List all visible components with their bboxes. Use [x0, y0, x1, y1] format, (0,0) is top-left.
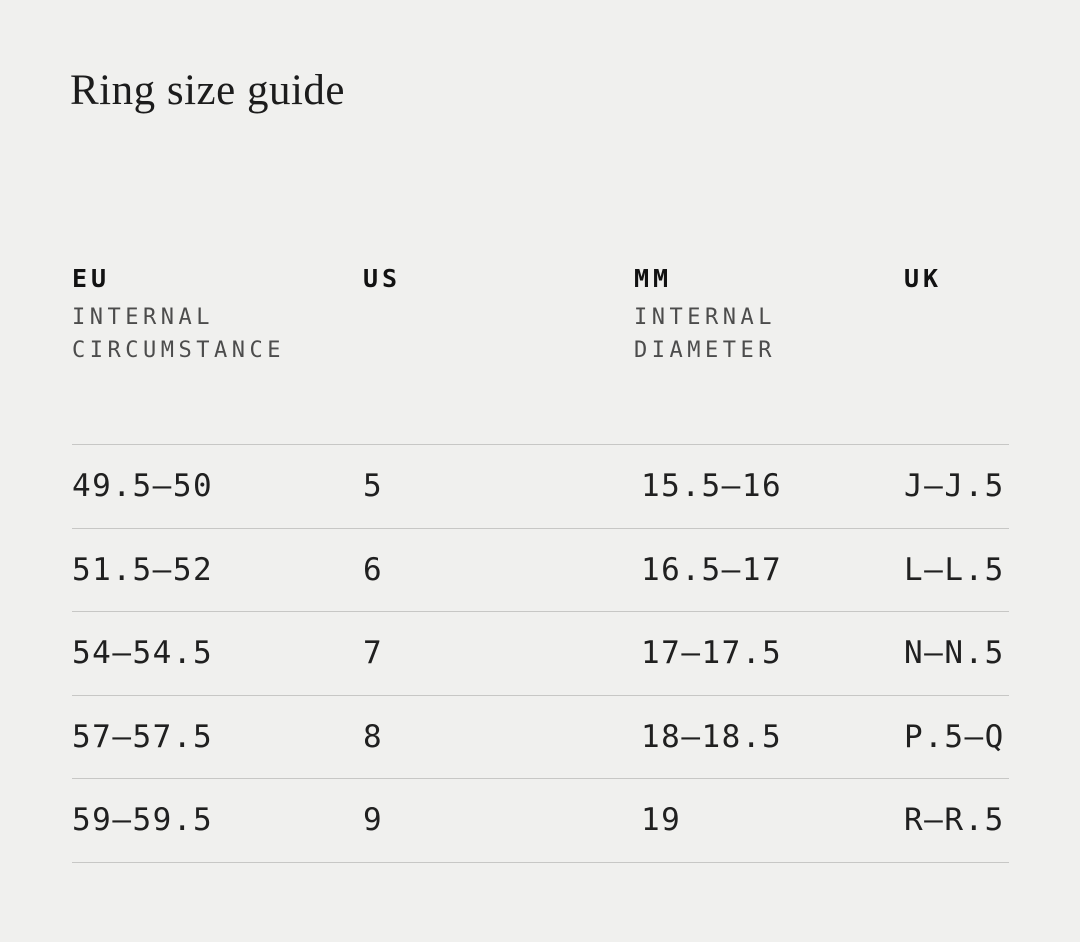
cell-mm: 15.5—16 [641, 468, 783, 505]
ring-size-table: EU INTERNAL CIRCUMSTANCE US MM INTERNAL … [72, 264, 1009, 863]
table-body: 49.5—50 5 15.5—16 J—J.5 51.5—52 6 16.5—1… [72, 444, 1009, 863]
cell-uk: L—L.5 [904, 551, 1005, 588]
cell-eu: 57—57.5 [72, 718, 214, 755]
cell-uk: R—R.5 [904, 802, 1005, 839]
table-row: 49.5—50 5 15.5—16 J—J.5 [72, 445, 1009, 529]
cell-eu: 51.5—52 [72, 551, 214, 588]
column-sublabel-eu: INTERNAL CIRCUMSTANCE [72, 305, 285, 363]
page-title: Ring size guide [70, 67, 346, 114]
cell-us: 8 [363, 718, 384, 755]
column-label-us: US [363, 264, 402, 293]
cell-uk: J—J.5 [904, 468, 1005, 505]
column-header-uk: UK [904, 264, 1009, 367]
cell-uk: N—N.5 [904, 635, 1005, 672]
cell-eu: 59—59.5 [72, 802, 214, 839]
column-sublabel-mm: INTERNAL DIAMETER [634, 305, 776, 363]
table-header-row: EU INTERNAL CIRCUMSTANCE US MM INTERNAL … [72, 264, 1009, 367]
cell-mm: 19 [641, 802, 682, 839]
cell-mm: 16.5—17 [641, 551, 783, 588]
column-header-eu: EU INTERNAL CIRCUMSTANCE [72, 264, 363, 367]
column-label-mm: MM [634, 264, 673, 293]
cell-us: 9 [363, 802, 384, 839]
cell-eu: 49.5—50 [72, 468, 214, 505]
cell-eu: 54—54.5 [72, 635, 214, 672]
table-row: 57—57.5 8 18—18.5 P.5—Q [72, 696, 1009, 779]
cell-us: 7 [363, 635, 384, 672]
table-row: 51.5—52 6 16.5—17 L—L.5 [72, 529, 1009, 612]
cell-us: 5 [363, 468, 384, 505]
column-label-eu: EU [72, 264, 111, 293]
cell-us: 6 [363, 551, 384, 588]
column-label-uk: UK [904, 264, 943, 293]
cell-mm: 17—17.5 [641, 635, 783, 672]
column-header-mm: MM INTERNAL DIAMETER [634, 264, 904, 367]
column-header-us: US [363, 264, 634, 367]
cell-mm: 18—18.5 [641, 718, 783, 755]
table-row: 54—54.5 7 17—17.5 N—N.5 [72, 612, 1009, 696]
cell-uk: P.5—Q [904, 718, 1005, 755]
table-row: 59—59.5 9 19 R—R.5 [72, 779, 1009, 863]
